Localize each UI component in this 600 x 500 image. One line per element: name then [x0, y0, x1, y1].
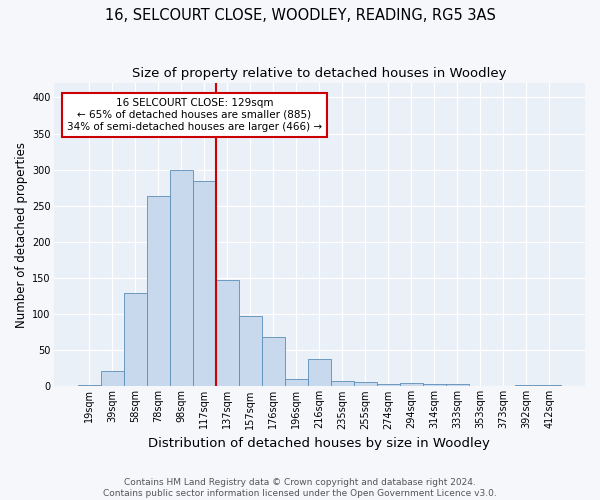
Text: Contains HM Land Registry data © Crown copyright and database right 2024.
Contai: Contains HM Land Registry data © Crown c… [103, 478, 497, 498]
Bar [331, 380, 354, 386]
Bar [101, 370, 124, 386]
Bar [239, 316, 262, 386]
Bar [124, 292, 147, 386]
Bar [515, 385, 538, 386]
Bar [538, 385, 561, 386]
Y-axis label: Number of detached properties: Number of detached properties [15, 142, 28, 328]
Title: Size of property relative to detached houses in Woodley: Size of property relative to detached ho… [132, 68, 506, 80]
Bar [170, 170, 193, 386]
Bar [216, 280, 239, 386]
X-axis label: Distribution of detached houses by size in Woodley: Distribution of detached houses by size … [148, 437, 490, 450]
Bar [285, 379, 308, 386]
Bar [377, 384, 400, 386]
Bar [193, 180, 216, 386]
Bar [308, 359, 331, 386]
Bar [147, 196, 170, 386]
Bar [446, 384, 469, 386]
Bar [262, 338, 285, 386]
Bar [354, 382, 377, 386]
Bar [400, 383, 423, 386]
Text: 16, SELCOURT CLOSE, WOODLEY, READING, RG5 3AS: 16, SELCOURT CLOSE, WOODLEY, READING, RG… [104, 8, 496, 22]
Bar [423, 384, 446, 386]
Text: 16 SELCOURT CLOSE: 129sqm
← 65% of detached houses are smaller (885)
34% of semi: 16 SELCOURT CLOSE: 129sqm ← 65% of detac… [67, 98, 322, 132]
Bar [78, 385, 101, 386]
